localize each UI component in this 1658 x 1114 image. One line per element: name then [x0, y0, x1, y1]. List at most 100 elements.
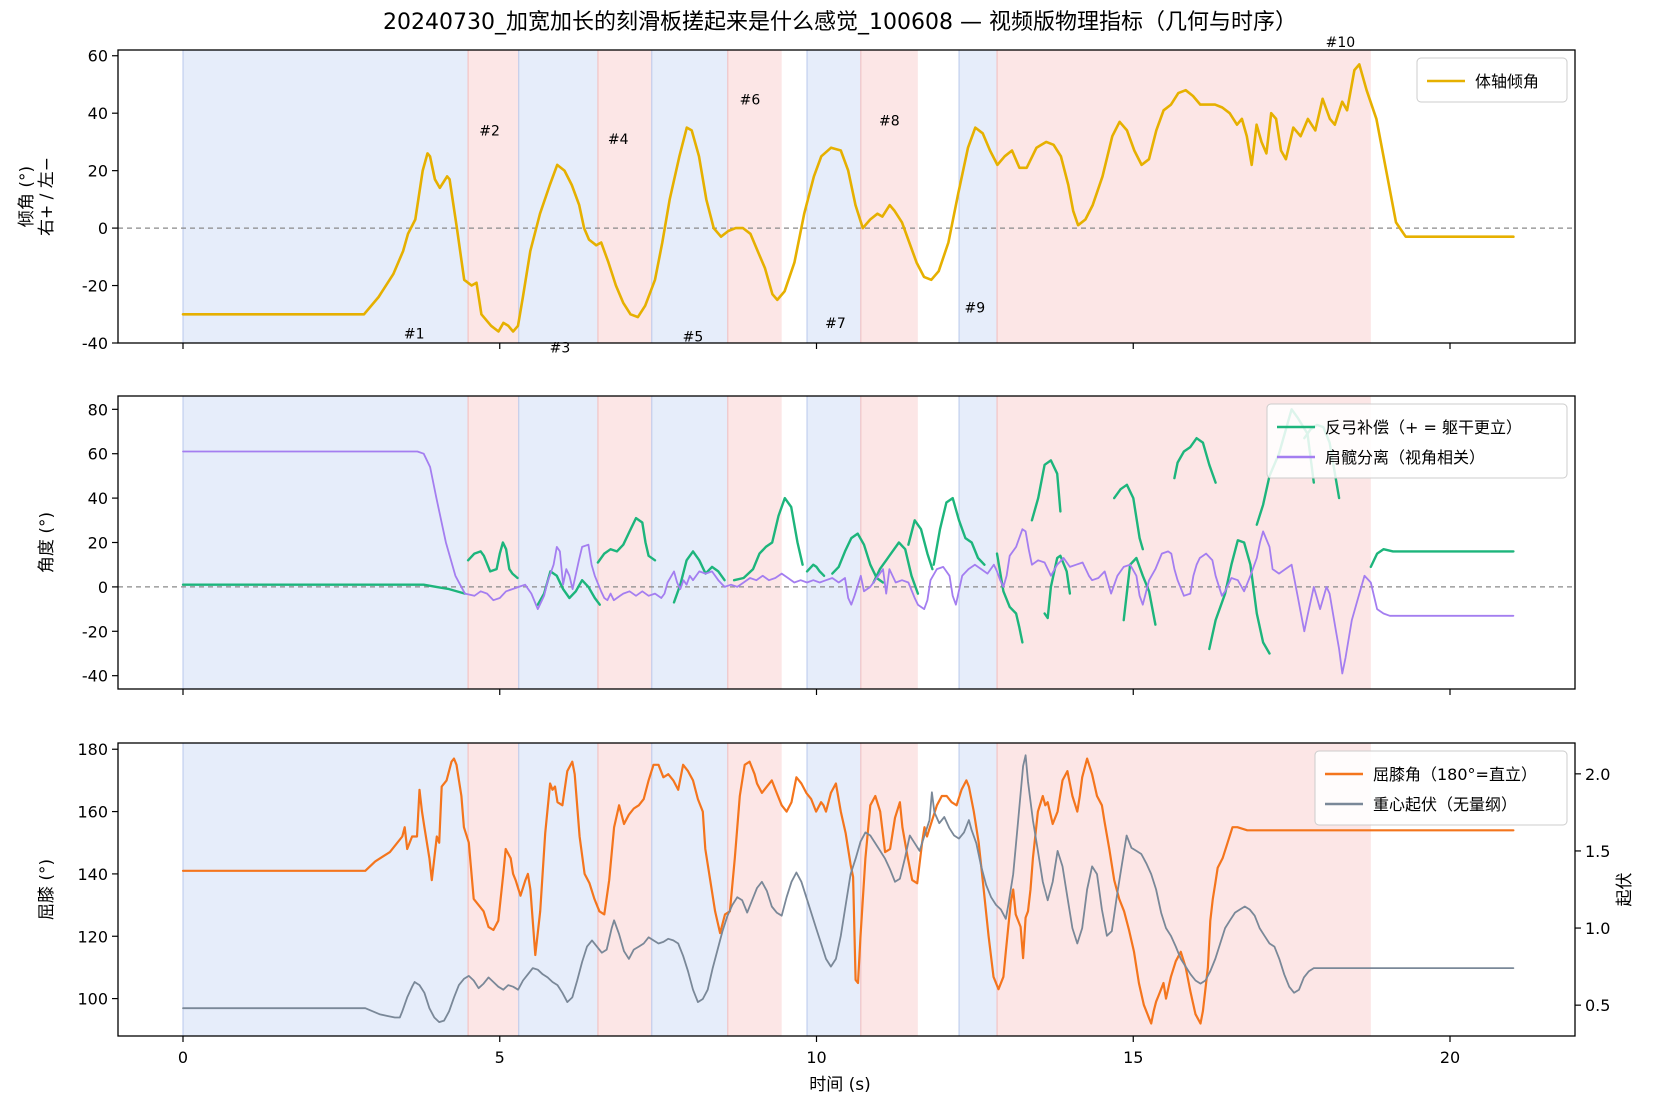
series-line-0-segment-10 [932, 496, 986, 566]
turn-marker-label: #1 [404, 327, 425, 343]
x-tick-label: 5 [495, 1048, 505, 1067]
phase-band-red [997, 743, 1371, 1036]
legend-label: 肩髋分离（视角相关） [1325, 448, 1485, 467]
legend [1416, 57, 1568, 103]
y-axis-label: 倾角 (°) [17, 166, 37, 227]
phase-band-blue [518, 396, 598, 689]
turn-marker-label: #10 [1326, 35, 1356, 51]
y-right-tick-label: 1.0 [1585, 919, 1610, 938]
phase-band-red [860, 743, 918, 1036]
turn-marker-label: #7 [825, 316, 846, 332]
phase-band-red [727, 743, 782, 1036]
phase-band-red [468, 743, 519, 1036]
y-right-axis-label: 起伏 [1615, 873, 1635, 907]
series-line-1-segment-0 [182, 450, 1515, 675]
y-tick-label: 20 [88, 534, 108, 553]
x-tick-label: 15 [1123, 1048, 1143, 1067]
turn-marker-label: #9 [965, 300, 986, 316]
y-right-tick-label: 2.0 [1585, 765, 1610, 784]
angle-panel: -40 -20 0 20 40 60 80 角度 (°) 反弓补偿（+ = 躯干更立） 肩髋分离（… [37, 395, 1576, 695]
series-line-0-segment-16 [1173, 437, 1217, 484]
y-tick-label: -40 [82, 334, 108, 353]
phase-band-blue [959, 743, 998, 1036]
legend-label: 重心起伏（无量纲） [1373, 795, 1517, 814]
series-line-0-segment-14 [1113, 483, 1144, 551]
series-line-0-segment-8 [872, 541, 920, 595]
y-axis-label: 角度 (°) [37, 512, 57, 573]
turn-marker-label: #5 [683, 330, 704, 346]
phase-band-red [468, 50, 519, 343]
x-axis-label: 时间 (s) [809, 1075, 871, 1095]
phase-band-red [597, 743, 652, 1036]
axes-frame [117, 742, 1576, 1037]
phase-band-blue [183, 50, 469, 343]
y-right-tick-label: 0.5 [1585, 996, 1610, 1015]
legend [1266, 403, 1568, 479]
series-line-0-segment-0 [181, 583, 467, 595]
series-line-0-segment-0 [181, 63, 1515, 333]
series-line-0-segment-13 [1043, 554, 1072, 620]
phase-band-blue [806, 396, 861, 689]
x-tick-label: 0 [178, 1048, 188, 1067]
series-line-0-segment-12 [1030, 459, 1062, 522]
y-right-tick-label: 1.5 [1585, 842, 1610, 861]
legend-label: 体轴倾角 [1475, 72, 1539, 91]
y-tick-label: -20 [82, 622, 108, 641]
phase-band-red [860, 50, 918, 343]
chart-title: 20240730_加宽加长的刻滑板搓起来是什么感觉_100608 — 视频版物理… [383, 10, 1297, 35]
phase-band-blue [183, 396, 469, 689]
phase-band-red [597, 50, 652, 343]
phase-band-blue [651, 396, 728, 689]
phase-band-blue [651, 50, 728, 343]
series-line-0-segment-3 [596, 516, 657, 564]
phase-band-blue [959, 50, 998, 343]
series-line-0-segment-17 [1208, 539, 1271, 655]
phase-band-blue [518, 50, 598, 343]
series-line-0-segment-6 [805, 563, 826, 577]
series-line-0-segment-20 [1369, 548, 1515, 569]
knee-panel: 100 120 140 160 180 0.5 1.0 1.5 2.0 0 5 10 15 20 屈膝 (°… [37, 740, 1635, 1067]
series-line-0-segment-7 [831, 532, 885, 584]
y-tick-label: 100 [77, 990, 108, 1009]
y-tick-label: 40 [88, 489, 108, 508]
turn-marker-label: #2 [479, 123, 500, 139]
phase-band-blue [806, 50, 861, 343]
y-tick-label: -40 [82, 667, 108, 686]
y-tick-label: 140 [77, 865, 108, 884]
y-axis-sublabel: 右+ / 左− [37, 157, 57, 236]
legend [1314, 750, 1568, 826]
y-axis-label: 屈膝 (°) [37, 859, 57, 920]
lean-panel: -40 -20 0 20 40 60 倾角 (°) 右+ / 左− #1 #2 #3 #4 #5 #6 #7… [17, 35, 1576, 356]
series-line-1-segment-0 [182, 754, 1515, 1023]
y-tick-label: 80 [88, 400, 108, 419]
x-tick-label: 20 [1440, 1048, 1460, 1067]
turn-marker-label: #4 [608, 132, 629, 148]
x-tick-label: 10 [806, 1048, 826, 1067]
y-tick-label: 180 [77, 740, 108, 759]
y-tick-label: 120 [77, 927, 108, 946]
series-line-0-segment-15 [1122, 556, 1157, 626]
series-line-0-segment-4 [672, 550, 726, 604]
series-line-0-segment-0 [181, 757, 1515, 1025]
phase-band-blue [959, 396, 998, 689]
y-tick-label: 20 [88, 162, 108, 181]
phase-band-red [727, 396, 782, 689]
phase-band-blue [651, 743, 728, 1036]
series-line-0-segment-5 [732, 496, 804, 582]
turn-marker-label: #6 [740, 93, 761, 109]
y-tick-label: -20 [82, 277, 108, 296]
y-tick-label: 0 [98, 578, 108, 597]
y-tick-label: 60 [88, 47, 108, 66]
y-tick-label: 40 [88, 104, 108, 123]
phase-band-red [468, 396, 519, 689]
phase-band-blue [806, 743, 861, 1036]
y-tick-label: 0 [98, 219, 108, 238]
phase-band-blue [183, 743, 469, 1036]
turn-marker-label: #8 [879, 114, 900, 130]
legend-label: 屈膝角（180°=直立） [1373, 765, 1537, 784]
series-line-0-segment-1 [466, 541, 519, 580]
series-line-0-segment-9 [907, 519, 934, 571]
y-tick-label: 60 [88, 445, 108, 464]
turn-marker-label: #3 [550, 340, 571, 356]
phase-band-red [997, 50, 1371, 343]
